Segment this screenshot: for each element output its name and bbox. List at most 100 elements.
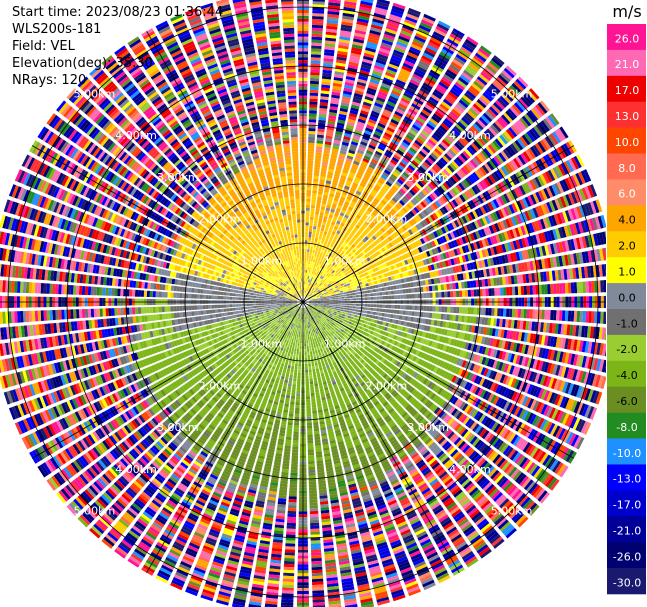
range-gate [368,84,378,91]
range-gate [307,252,310,256]
range-gate [357,118,366,124]
range-gate [304,293,305,297]
range-gate [388,161,396,168]
range-gate [338,241,343,246]
range-gate [386,22,399,29]
range-gate [408,49,420,57]
range-gate [369,161,377,167]
range-gate [442,98,453,107]
range-gate [322,72,332,77]
range-gate [311,202,316,206]
range-gate [381,312,385,317]
range-gate [343,188,349,193]
range-gate [324,144,332,149]
range-gate [332,82,342,88]
range-gate [334,134,342,139]
range-gate [373,197,380,204]
range-gate [315,269,318,273]
range-gate [405,16,418,24]
range-gate [323,231,328,236]
range-gate [319,108,328,112]
range-gate [351,287,355,290]
range-gate [309,264,312,268]
range-gate [373,186,380,193]
range-gate [387,309,392,313]
range-gate [344,130,353,135]
range-gate [342,138,350,144]
range-gate [400,173,408,181]
range-gate [438,292,442,298]
range-gate [305,293,307,297]
range-gate [509,286,513,296]
range-gate [374,315,379,320]
range-gate [352,41,364,47]
range-gate [582,311,587,323]
range-gate [376,96,386,103]
range-gate [387,98,397,105]
range-gate [313,244,317,248]
range-gate [332,203,337,208]
range-gate [304,260,306,264]
range-gate [344,201,350,206]
range-gate [331,231,336,236]
range-gate [362,214,368,220]
range-gate [341,305,345,308]
range-gate [305,290,307,294]
range-gate [329,305,333,308]
range-gate [335,299,339,301]
range-gate [313,256,317,260]
range-gate [375,4,389,11]
range-gate [315,232,320,236]
range-gate [381,39,393,46]
range-gate [314,160,321,165]
range-gate [347,193,354,198]
range-gate [389,176,396,183]
range-gate [340,105,349,110]
range-gate [377,204,383,210]
range-gate [321,203,326,208]
range-gate [309,283,312,286]
range-gate [359,166,366,172]
range-gate [322,221,326,226]
range-gate [340,307,344,310]
range-gate [360,110,369,116]
range-gate [369,29,381,36]
range-gate [360,141,368,147]
range-gate [332,228,337,233]
range-gate [309,279,311,283]
range-gate [344,1,357,6]
range-gate [350,107,359,113]
range-gate [307,249,310,253]
range-gate [340,24,353,29]
range-gate [344,214,349,219]
range-gate [360,64,372,70]
range-gate [433,89,444,97]
range-gate [362,58,373,64]
range-gate [372,18,385,25]
range-gate [526,285,530,295]
range-gate [336,56,347,61]
range-gate [430,94,441,102]
range-gate [368,35,380,42]
range-gate [321,161,328,166]
range-gate [367,207,373,213]
range-gate [500,308,504,317]
range-gate [453,290,457,298]
range-gate [410,144,419,152]
range-gate [366,218,372,224]
range-gate [383,183,391,190]
range-gate [383,33,395,40]
range-gate [341,296,345,299]
range-gate [326,261,330,266]
range-gate [458,48,471,58]
range-gate [321,164,328,169]
range-gate [328,115,337,120]
range-gate [467,289,472,297]
range-gate [514,286,519,296]
range-gate [314,253,317,257]
range-gate [351,101,361,107]
range-gate [436,23,450,32]
range-gate [344,286,349,290]
range-gate [308,285,311,289]
